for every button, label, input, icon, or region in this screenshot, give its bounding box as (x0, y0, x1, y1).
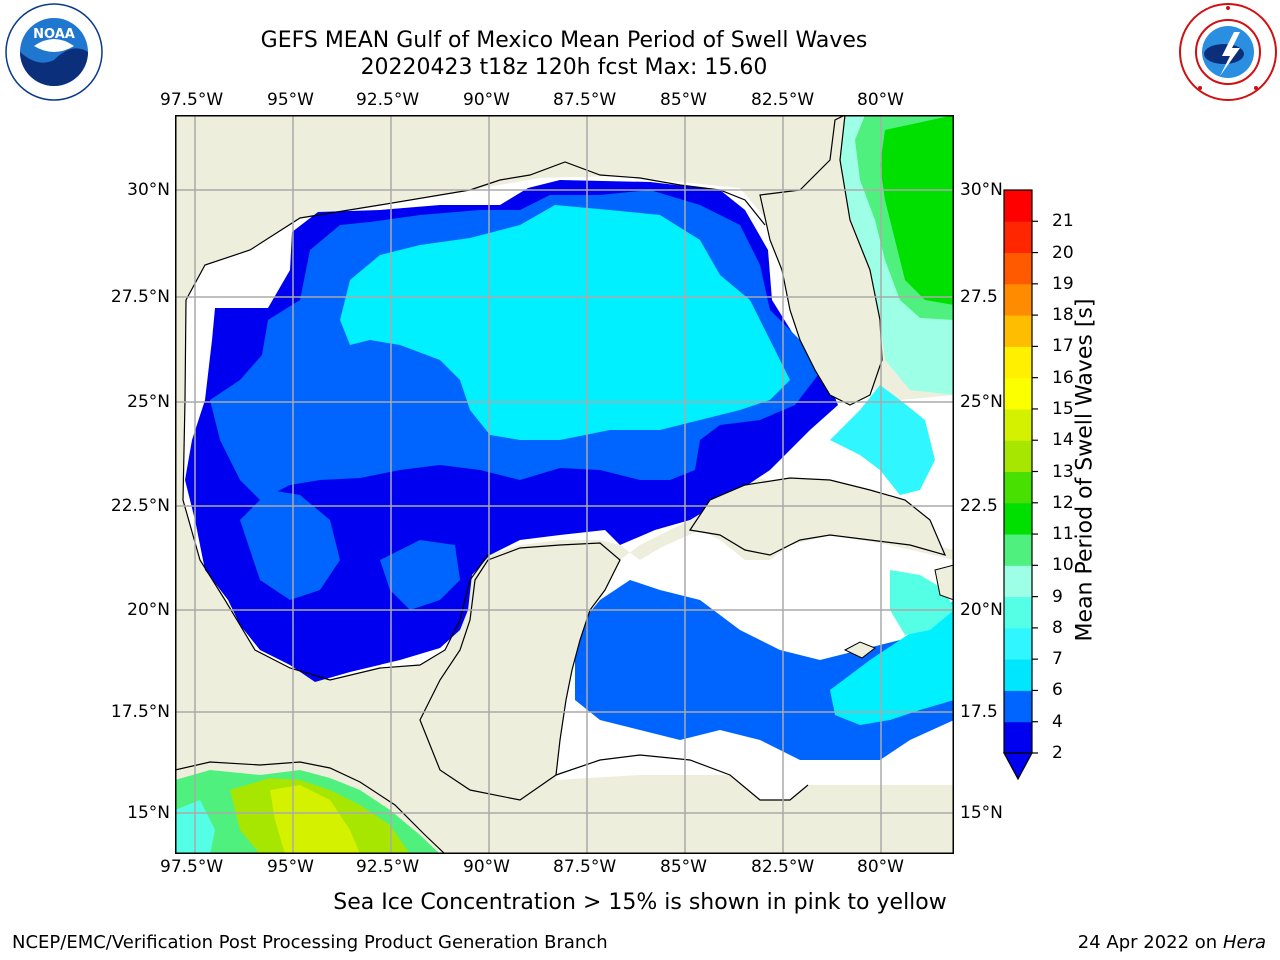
colorbar-tick-label: 17 (1052, 336, 1074, 357)
colorbar-segment (1004, 627, 1032, 660)
colorbar-tick-label: 6 (1052, 680, 1063, 701)
land-florida (759, 115, 883, 406)
lon-label-bottom-80: 80°W (857, 857, 904, 877)
colorbar-tick-label: 8 (1052, 617, 1063, 638)
colorbar-segment (1004, 690, 1032, 723)
lat-label-right-17_5: 17.5 (960, 702, 998, 722)
colorbar-segment (1004, 565, 1032, 598)
lon-label-bottom-82_5: 82.5°W (751, 857, 815, 877)
swell-region-medium-blue-bay (380, 540, 460, 610)
lon-label-top-97_5: 97.5°W (160, 90, 224, 110)
colorbar-tick-label: 21 (1052, 211, 1074, 232)
swell-region-medium-blue-south (240, 490, 340, 600)
colorbar-svg (1002, 189, 1038, 781)
colorbar-segment (1004, 471, 1032, 504)
lat-label-left-17_5: 17.5°N (110, 702, 170, 722)
svg-text:NOAA: NOAA (33, 27, 75, 42)
land-northern-coast (185, 161, 766, 301)
sea-ice-note: Sea Ice Concentration > 15% is shown in … (333, 890, 947, 915)
lon-label-top-92_5: 92.5°W (356, 90, 420, 110)
colorbar-tick-label: 4 (1052, 711, 1063, 732)
colorbar-tick-label: 10 (1052, 555, 1074, 576)
colorbar-segment (1004, 534, 1032, 566)
colorbar-segment (1004, 190, 1032, 222)
colorbar-segment (1004, 408, 1032, 441)
colorbar-segment (1004, 283, 1032, 316)
land-mexico-coast (182, 299, 489, 681)
map-svg (175, 115, 954, 854)
lon-label-bottom-90: 90°W (463, 857, 510, 877)
colorbar-tick-label: 19 (1052, 273, 1074, 294)
map-title: GEFS MEAN Gulf of Mexico Mean Period of … (260, 28, 868, 53)
colorbar-tick-label: 16 (1052, 367, 1074, 388)
colorbar-tick-label: 2 (1052, 743, 1063, 763)
colorbar-tick-label: 7 (1052, 649, 1063, 670)
noaa-logo: NOAA (4, 2, 104, 102)
colorbar-segment (1004, 596, 1032, 629)
colorbar-ticks: 2 4 6 7 8 9 10 11 12 13 14 15 16 17 18 19 20 21 (1052, 180, 1092, 780)
lat-label-right-30: 30°N (960, 180, 1003, 200)
land-jamaica (843, 641, 877, 659)
colorbar-segment (1004, 252, 1032, 285)
colorbar-tick-label: 15 (1052, 398, 1074, 419)
colorbar-tick-label: 9 (1052, 586, 1063, 607)
lat-label-left-30: 30°N (127, 180, 170, 200)
lon-label-top-80: 80°W (857, 90, 904, 110)
branch-credit: NCEP/EMC/Verification Post Processing Pr… (12, 932, 608, 953)
colorbar-tick-label: 11 (1052, 524, 1074, 545)
map-subtitle: 20220423 t18z 120h fcst Max: 15.60 (360, 55, 768, 80)
land-central-america-pacific-coast (175, 761, 446, 854)
colorbar-segment (1004, 346, 1032, 379)
lat-label-left-27_5: 27.5°N (110, 287, 170, 307)
nws-logo (1178, 2, 1278, 102)
colorbar-segment (1004, 659, 1032, 691)
lat-label-right-15: 15°N (960, 803, 1003, 823)
swell-region-cyan (340, 205, 790, 440)
colorbar-tick-label: 13 (1052, 461, 1074, 482)
colorbar-segment (1004, 440, 1032, 472)
lon-label-top-95: 95°W (267, 90, 314, 110)
colorbar-segment (1004, 377, 1032, 410)
colorbar-segment (1004, 221, 1032, 254)
colorbar-segment (1004, 721, 1032, 754)
map-frame (175, 115, 954, 854)
run-date: 24 Apr 2022 on Hera (1078, 932, 1266, 953)
colorbar-segment (1004, 502, 1032, 535)
colorbar-tick-label: 20 (1052, 242, 1074, 263)
run-host: Hera (1222, 932, 1266, 953)
colorbar-tick-label: 18 (1052, 305, 1074, 326)
land-yucatan (419, 542, 621, 801)
colorbar-label: Mean Period of Swell Waves [s] (1072, 298, 1098, 642)
graticule (175, 115, 954, 854)
lon-label-top-87_5: 87.5°W (553, 90, 617, 110)
lat-label-right-22_5: 22.5 (960, 496, 998, 516)
lon-label-top-85: 85°W (660, 90, 707, 110)
colorbar-tick-label: 12 (1052, 492, 1074, 513)
land-central-america-coast (555, 754, 809, 801)
lon-label-bottom-85: 85°W (660, 857, 707, 877)
map-panel (175, 115, 954, 854)
lat-label-right-25: 25°N (960, 392, 1003, 412)
lat-label-right-20: 20°N (960, 600, 1003, 620)
land-hispaniola (934, 564, 954, 601)
swell-region-straits-cyan (830, 385, 935, 495)
lat-label-right-27_5: 27.5 (960, 287, 998, 307)
lon-label-bottom-95: 95°W (267, 857, 314, 877)
lon-label-top-90: 90°W (463, 90, 510, 110)
lon-label-top-82_5: 82.5°W (751, 90, 815, 110)
colorbar-segment (1004, 315, 1032, 347)
colorbar-extend-min (1002, 752, 1034, 781)
lon-label-bottom-92_5: 92.5°W (356, 857, 420, 877)
lon-label-bottom-87_5: 87.5°W (553, 857, 617, 877)
lon-label-bottom-97_5: 97.5°W (160, 857, 224, 877)
run-date-text: 24 Apr 2022 on (1077, 932, 1223, 953)
lat-label-left-25: 25°N (127, 392, 170, 412)
swell-region-atlantic-green (880, 115, 954, 305)
lat-label-left-15: 15°N (127, 803, 170, 823)
colorbar-tick-label: 14 (1052, 430, 1074, 451)
colorbar (1000, 185, 1040, 785)
lat-label-left-20: 20°N (127, 600, 170, 620)
lat-label-left-22_5: 22.5°N (110, 496, 170, 516)
